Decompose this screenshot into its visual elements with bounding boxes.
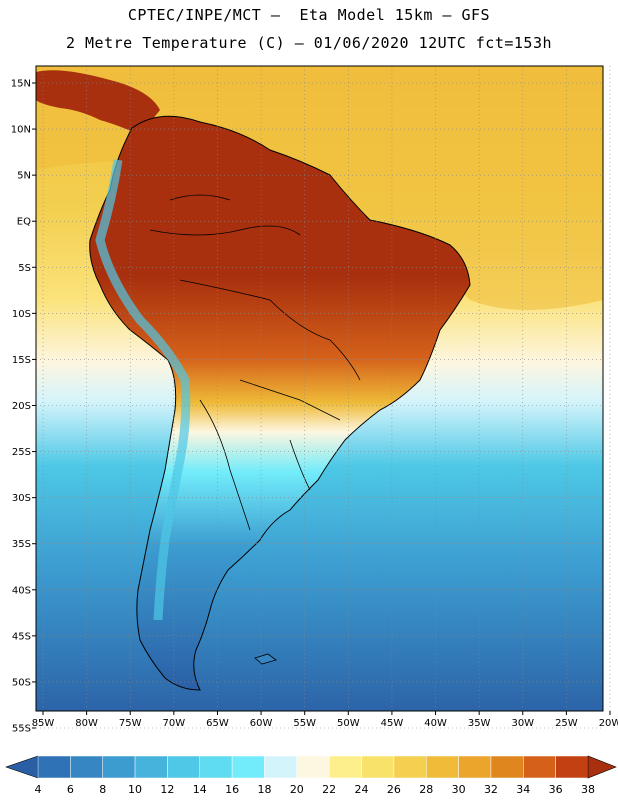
map-frame xyxy=(35,65,604,712)
colorbar-lower-arrow xyxy=(5,755,39,779)
lon-label: 75W xyxy=(119,718,142,729)
colorbar-label: 30 xyxy=(452,783,466,796)
colorbar-box xyxy=(361,755,395,779)
lon-label: 55W xyxy=(293,718,316,729)
lat-label: 55S xyxy=(12,724,31,735)
colorbar-label: 20 xyxy=(290,783,304,796)
map-title-line-1: CPTEC/INPE/MCT – Eta Model 15km – GFS xyxy=(127,6,491,24)
colorbar-label: 24 xyxy=(355,783,369,796)
colorbar-box xyxy=(199,755,233,779)
colorbar-label: 16 xyxy=(225,783,239,796)
colorbar-box xyxy=(102,755,136,779)
lon-label: 50W xyxy=(337,718,360,729)
colorbar-label: 36 xyxy=(549,783,563,796)
south-america-landmass xyxy=(89,115,471,691)
lat-label: 25S xyxy=(12,447,31,458)
lon-label: 80W xyxy=(75,718,98,729)
lon-label: 40W xyxy=(424,718,447,729)
lon-label: 20W xyxy=(599,718,618,729)
graticule xyxy=(36,66,611,729)
andes-cool-strip xyxy=(95,159,191,621)
lat-label: 30S xyxy=(12,493,31,504)
colorbar-box xyxy=(167,755,201,779)
central-america-landmass xyxy=(36,70,160,135)
colorbar-label: 18 xyxy=(257,783,271,796)
colorbar-label: 32 xyxy=(484,783,498,796)
colorbar-box xyxy=(458,755,492,779)
map-plot-area xyxy=(36,66,603,711)
colorbar-box xyxy=(490,755,524,779)
longitude-labels: 85W 80W 75W 70W 65W 60W 55W 50W 45W 40W 35W 30W 25W 2… xyxy=(32,711,618,729)
colorbar xyxy=(5,755,617,779)
lat-label: 20S xyxy=(12,401,31,412)
lon-label: 85W xyxy=(32,718,55,729)
colorbar-box xyxy=(37,755,71,779)
lat-label: 45S xyxy=(12,631,31,642)
lon-label: 60W xyxy=(250,718,273,729)
lat-label: 10S xyxy=(12,309,31,320)
lon-label: 25W xyxy=(555,718,578,729)
lat-label: 5S xyxy=(18,263,31,274)
colorbar-box xyxy=(393,755,427,779)
lat-label: 35S xyxy=(12,539,31,550)
colorbar-label: 6 xyxy=(67,783,74,796)
colorbar-labels: 4 6 8 10 12 14 16 18 20 22 24 26 28 30 32 34 36 38 xyxy=(35,783,596,796)
colorbar-label: 34 xyxy=(516,783,530,796)
lat-label: 5N xyxy=(17,171,31,182)
lon-label: 30W xyxy=(511,718,534,729)
colorbar-label: 4 xyxy=(35,783,42,796)
lat-label: EQ xyxy=(17,217,31,228)
colorbar-label: 10 xyxy=(128,783,142,796)
colorbar-box xyxy=(231,755,265,779)
colorbar-box xyxy=(296,755,330,779)
colorbar-box xyxy=(134,755,168,779)
lon-label: 45W xyxy=(381,718,404,729)
country-borders xyxy=(149,194,361,531)
colorbar-box xyxy=(523,755,556,779)
lon-label: 70W xyxy=(163,718,186,729)
map-title-line-2: 2 Metre Temperature (C) – 01/06/2020 12U… xyxy=(65,34,553,52)
lat-label: 40S xyxy=(12,585,31,596)
colorbar-label: 38 xyxy=(581,783,595,796)
lat-label: 15S xyxy=(12,355,31,366)
colorbar-box xyxy=(328,755,362,779)
lat-label: 10N xyxy=(11,125,31,136)
colorbar-box xyxy=(425,755,459,779)
colorbar-label: 22 xyxy=(322,783,336,796)
falkland-islands xyxy=(254,653,277,665)
colorbar-upper-arrow xyxy=(587,755,617,779)
colorbar-box xyxy=(555,755,589,779)
colorbar-box xyxy=(264,755,298,779)
lat-label: 15N xyxy=(11,79,31,90)
lon-label: 65W xyxy=(206,718,229,729)
colorbar-label: 14 xyxy=(193,783,207,796)
colorbar-box xyxy=(70,755,103,779)
lat-label: 50S xyxy=(12,677,31,688)
latitude-labels: 15N 10N 5N EQ 5S 10S 15S 20S 25S 30S 35S 40S 45S 50S 5… xyxy=(11,79,36,735)
colorbar-label: 26 xyxy=(387,783,401,796)
colorbar-label: 8 xyxy=(99,783,106,796)
lon-label: 35W xyxy=(468,718,491,729)
colorbar-label: 12 xyxy=(160,783,174,796)
colorbar-label: 28 xyxy=(419,783,433,796)
